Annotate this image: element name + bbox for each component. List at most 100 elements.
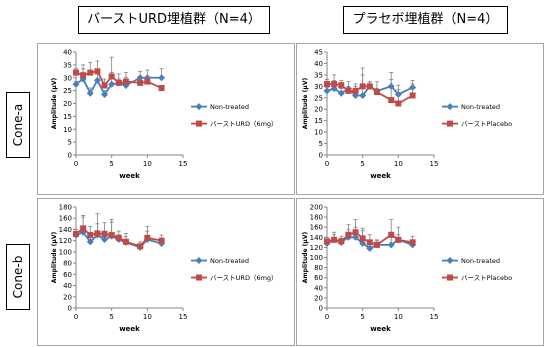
- data-point-square: [388, 97, 395, 104]
- y-tick-label: 140: [59, 226, 72, 234]
- data-point-square: [409, 239, 416, 246]
- y-tick-label: 5: [68, 139, 72, 147]
- row-label-cone-b: Cone-b: [6, 244, 30, 310]
- data-point-square: [73, 69, 79, 76]
- y-tick-label: 25: [63, 87, 72, 95]
- y-tick-label: 0: [68, 305, 72, 313]
- y-tick-label: 160: [310, 224, 323, 232]
- x-tick-label: 10: [143, 160, 152, 168]
- legend-marker-diamond: [446, 257, 454, 265]
- data-point-square: [137, 243, 144, 250]
- x-tick-label: 0: [74, 160, 78, 168]
- data-point-square: [80, 72, 87, 79]
- y-tick-label: 120: [59, 237, 72, 245]
- y-tick-label: 0: [68, 152, 72, 160]
- data-point-square: [94, 68, 101, 75]
- data-point-square: [366, 83, 373, 90]
- data-point-square: [94, 230, 101, 237]
- chart-cone-a-placebo-svg: 0 5 10 15 20 25 30 35 40 45 0 5 10 15 week Amplitude (μ…: [302, 49, 512, 181]
- y-axis-label: Amplitude (μV): [51, 232, 58, 284]
- data-point-square: [122, 238, 129, 245]
- chart-cone-b-placebo: 0 20 40 60 80 100 120 140 160 180 200 0 5 10 15 week Amp…: [296, 198, 544, 346]
- x-tick-label: 5: [360, 160, 364, 168]
- data-point-square: [137, 79, 144, 86]
- legend-label: Non-treated: [210, 103, 249, 111]
- y-tick-label: 100: [59, 248, 72, 256]
- legend-label: バーストURD（6mg）: [210, 120, 278, 128]
- y-tick-label: 140: [310, 234, 323, 242]
- legend-marker-diamond: [446, 103, 454, 111]
- data-point-square: [144, 78, 151, 85]
- y-tick-label: 180: [59, 204, 72, 212]
- legend-label: バーストPlacebo: [461, 120, 512, 128]
- chart-cone-b-urd-svg: 0 20 40 60 80 100 120 140 160 180 0 5 10 15 week Amplit…: [51, 204, 278, 334]
- row-label-cone-b-text: Cone-b: [11, 255, 25, 299]
- y-tick-label: 100: [310, 254, 323, 262]
- data-point-square: [87, 69, 94, 76]
- y-tick-label: 15: [314, 117, 323, 125]
- data-point-diamond: [86, 238, 94, 246]
- legend-marker-square: [447, 274, 453, 281]
- x-tick-label: 15: [179, 160, 188, 168]
- data-point-square: [324, 238, 330, 245]
- data-point-square: [115, 79, 122, 86]
- x-tick-label: 15: [430, 160, 439, 168]
- y-tick-label: 5: [319, 140, 323, 148]
- data-point-square: [80, 225, 87, 232]
- data-point-square: [101, 82, 108, 89]
- y-tick-label: 10: [63, 126, 72, 134]
- data-point-diamond: [337, 89, 345, 97]
- y-tick-label: 0: [319, 305, 323, 313]
- data-point-diamond: [72, 80, 80, 88]
- chart-cone-b-urd: 0 20 40 60 80 100 120 140 160 180 0 5 10 15 week Amplit…: [37, 198, 295, 346]
- data-point-square: [388, 231, 395, 238]
- data-point-square: [338, 238, 345, 245]
- y-tick-label: 10: [314, 129, 323, 137]
- data-point-square: [158, 85, 165, 92]
- chart-cone-a-urd: 0 5 10 15 20 25 30 35 40 0 5 10 15 week Amplitude (μV)…: [37, 43, 295, 195]
- data-point-square: [108, 232, 115, 239]
- x-axis-label: week: [370, 325, 391, 333]
- y-tick-label: 25: [314, 94, 323, 102]
- data-point-square: [359, 83, 366, 90]
- data-point-diamond: [93, 76, 101, 84]
- y-tick-label: 40: [314, 60, 323, 68]
- data-point-square: [395, 236, 402, 243]
- x-axis-label: week: [119, 172, 140, 180]
- x-tick-label: 5: [109, 160, 113, 168]
- data-point-square: [345, 87, 352, 94]
- data-point-square: [115, 234, 122, 241]
- y-tick-label: 30: [63, 74, 72, 82]
- y-tick-label: 0: [319, 152, 323, 160]
- x-axis-label: week: [370, 172, 391, 180]
- x-tick-label: 10: [143, 313, 152, 321]
- data-point-diamond: [101, 90, 109, 98]
- data-point-square: [352, 229, 359, 236]
- x-tick-label: 15: [430, 313, 439, 321]
- legend-label: Non-treated: [461, 103, 500, 111]
- y-tick-label: 160: [59, 215, 72, 223]
- legend-marker-square: [196, 120, 202, 127]
- x-tick-label: 0: [74, 313, 78, 321]
- y-tick-label: 180: [310, 214, 323, 222]
- data-point-diamond: [108, 80, 116, 88]
- y-tick-label: 200: [310, 204, 323, 212]
- data-point-square: [345, 231, 352, 238]
- y-tick-label: 40: [314, 284, 323, 292]
- y-tick-label: 20: [314, 294, 323, 302]
- chart-cone-a-urd-svg: 0 5 10 15 20 25 30 35 40 0 5 10 15 week Amplitude (μV)…: [51, 49, 278, 181]
- chart-cone-a-placebo: 0 5 10 15 20 25 30 35 40 45 0 5 10 15 week Amplitude (μ…: [296, 43, 544, 195]
- data-point-square: [331, 81, 338, 88]
- data-point-square: [144, 234, 151, 241]
- data-point-square: [73, 230, 79, 237]
- data-point-square: [359, 235, 366, 242]
- data-point-square: [122, 78, 129, 85]
- data-point-square: [409, 92, 416, 99]
- data-point-square: [373, 241, 380, 248]
- y-tick-label: 80: [314, 264, 323, 272]
- y-tick-label: 35: [63, 61, 72, 69]
- data-point-square: [331, 236, 338, 243]
- data-point-square: [395, 100, 402, 107]
- y-axis-label: Amplitude (μV): [302, 232, 309, 284]
- x-tick-label: 0: [325, 160, 329, 168]
